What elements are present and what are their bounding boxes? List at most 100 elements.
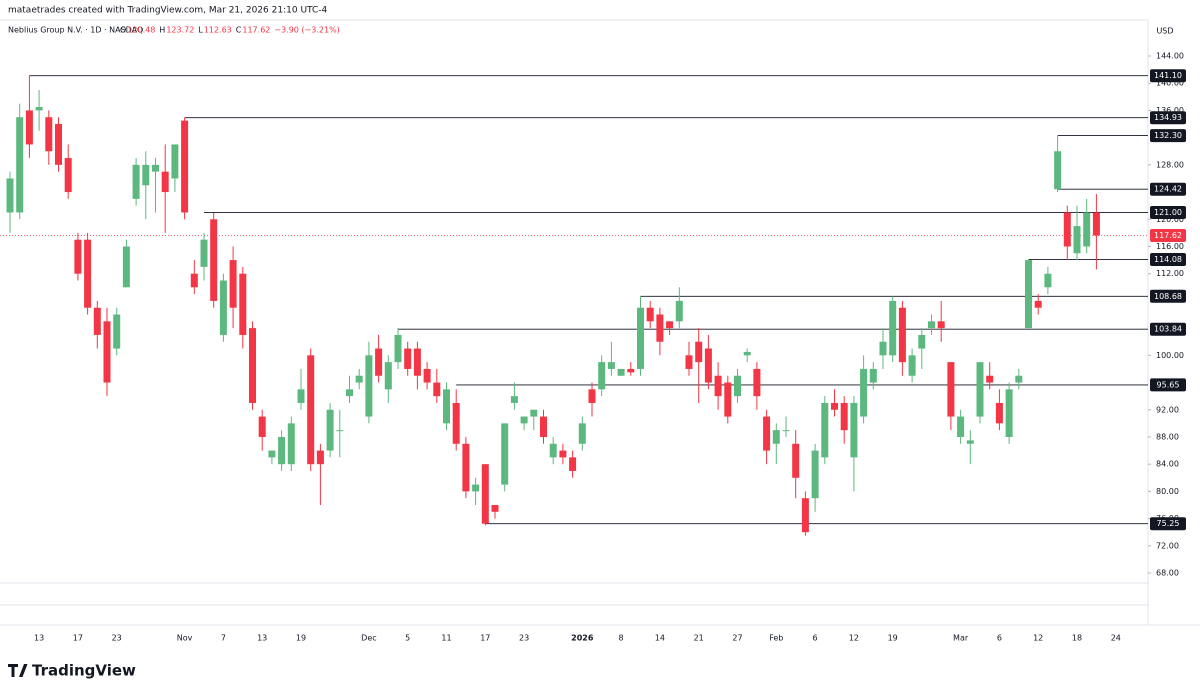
level-label-box bbox=[1150, 289, 1186, 303]
candle-body bbox=[734, 375, 741, 397]
candle-body bbox=[549, 443, 557, 458]
candle-body bbox=[714, 375, 722, 397]
x-tick-label: 27 bbox=[732, 634, 742, 643]
candle-body bbox=[1063, 212, 1071, 247]
level-label-box bbox=[1150, 205, 1186, 219]
candle-body bbox=[801, 498, 809, 533]
candle-body bbox=[113, 314, 121, 349]
candle-body bbox=[1054, 151, 1062, 190]
y-tick-label: 112.00 bbox=[1156, 269, 1184, 278]
x-tick-label: 11 bbox=[441, 634, 451, 643]
level-label: 121.00 bbox=[1154, 208, 1182, 217]
level-label: 134.93 bbox=[1154, 113, 1182, 122]
candle-body bbox=[152, 164, 159, 172]
level-label: 108.68 bbox=[1154, 292, 1182, 301]
candle-body bbox=[481, 464, 489, 524]
candle-body bbox=[782, 430, 790, 432]
x-tick-label: 2026 bbox=[571, 634, 594, 643]
candle-body bbox=[646, 307, 654, 322]
candle-body bbox=[55, 124, 62, 165]
candle-body bbox=[142, 164, 150, 186]
candle-body bbox=[656, 314, 664, 342]
candle-body bbox=[472, 484, 480, 492]
candle-body bbox=[35, 107, 43, 111]
candle-body bbox=[307, 355, 315, 465]
candle-body bbox=[520, 416, 528, 424]
candle-body bbox=[297, 389, 305, 403]
candle-body bbox=[1092, 212, 1100, 236]
candle-body bbox=[986, 375, 994, 383]
candle-body bbox=[947, 362, 955, 417]
candle-body bbox=[287, 423, 295, 465]
candle-body bbox=[219, 280, 227, 335]
last-price-label: 117.62 bbox=[1154, 231, 1182, 240]
candle-body bbox=[1015, 375, 1023, 383]
y-tick-label: 88.00 bbox=[1156, 432, 1179, 441]
candle-body bbox=[588, 389, 596, 403]
y-tick-label: 84.00 bbox=[1156, 460, 1179, 469]
level-label: 141.10 bbox=[1154, 71, 1182, 80]
candle-body bbox=[578, 423, 586, 444]
x-tick-label: 13 bbox=[257, 634, 267, 643]
candle-body bbox=[491, 504, 499, 512]
level-label-box bbox=[1150, 517, 1186, 531]
candle-body bbox=[510, 396, 518, 403]
candle-body bbox=[171, 144, 179, 179]
candle-body bbox=[132, 164, 140, 199]
candle-body bbox=[45, 117, 53, 152]
candle-body bbox=[93, 307, 101, 335]
level-label: 114.08 bbox=[1154, 255, 1182, 264]
candle-body bbox=[898, 307, 906, 363]
x-tick-label: 13 bbox=[34, 634, 44, 643]
candle-body bbox=[404, 348, 412, 369]
candle-body bbox=[6, 178, 14, 213]
candle-body bbox=[64, 158, 72, 193]
candle-body bbox=[821, 402, 829, 458]
x-tick-label: 12 bbox=[849, 634, 859, 643]
legend-key: O bbox=[120, 26, 126, 35]
legend-key: L bbox=[198, 26, 203, 35]
candle-body bbox=[84, 239, 92, 308]
x-tick-label: 19 bbox=[296, 634, 306, 643]
candle-body bbox=[763, 416, 771, 451]
x-tick-label: Nov bbox=[177, 634, 193, 643]
candle-body bbox=[879, 341, 887, 356]
candle-body bbox=[995, 402, 1003, 424]
candle-body bbox=[74, 239, 82, 274]
candle-body bbox=[792, 443, 800, 478]
candle-body bbox=[889, 300, 897, 356]
candle-body bbox=[268, 450, 276, 458]
x-tick-label: 5 bbox=[405, 634, 410, 643]
candle-body bbox=[976, 362, 984, 417]
x-tick-label: 6 bbox=[997, 634, 1002, 643]
candle-body bbox=[384, 362, 392, 390]
legend-key: C bbox=[236, 26, 242, 35]
candle-body bbox=[161, 171, 169, 193]
level-label: 75.25 bbox=[1157, 519, 1180, 528]
candle-body bbox=[346, 389, 353, 397]
candle-body bbox=[685, 355, 693, 369]
candle-body bbox=[316, 450, 324, 465]
x-tick-label: 24 bbox=[1111, 634, 1121, 643]
candle-body bbox=[957, 416, 965, 437]
candle-body bbox=[355, 375, 363, 383]
legend-value: 123.72 bbox=[166, 26, 194, 35]
y-tick-label: 136.00 bbox=[1156, 106, 1184, 115]
y-tick-label: 100.00 bbox=[1156, 351, 1184, 360]
x-tick-label: 6 bbox=[813, 634, 818, 643]
candle-body bbox=[753, 368, 761, 397]
candle-body bbox=[666, 321, 674, 329]
last-price-box bbox=[1150, 228, 1186, 242]
y-tick-label: 80.00 bbox=[1156, 487, 1179, 496]
candle-body bbox=[840, 402, 848, 431]
x-tick-label: 23 bbox=[112, 634, 122, 643]
x-tick-label: 23 bbox=[519, 634, 529, 643]
candle-body bbox=[811, 450, 819, 499]
candle-body bbox=[637, 307, 644, 369]
candle-body bbox=[937, 321, 945, 329]
candle-body bbox=[675, 300, 683, 322]
candle-body bbox=[278, 436, 286, 465]
change: −3.90 (−3.21%) bbox=[274, 26, 339, 35]
candle-body bbox=[1044, 273, 1052, 288]
y-tick-label: 120.00 bbox=[1156, 215, 1184, 224]
